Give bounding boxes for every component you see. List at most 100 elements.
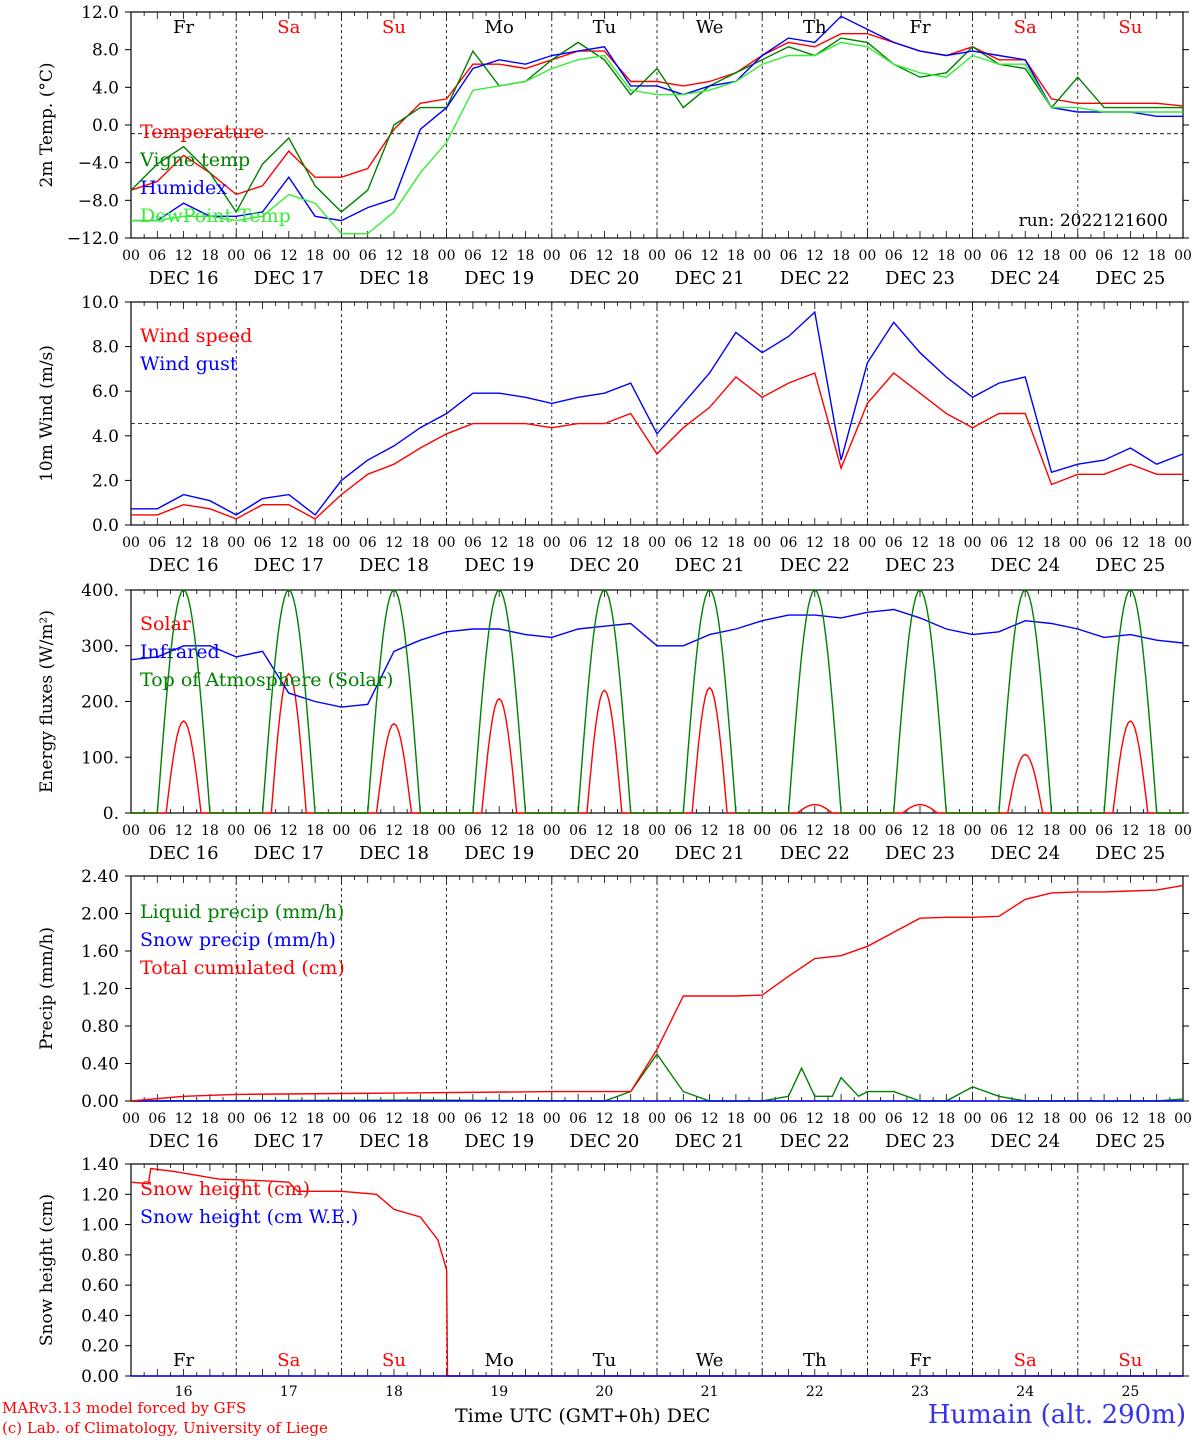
x-date-label: DEC 19 <box>464 555 534 576</box>
x-hour-label: 06 <box>359 535 377 551</box>
weekday-label: Su <box>1118 1350 1142 1371</box>
x-date-label: DEC 22 <box>780 555 850 576</box>
x-hour-label: 12 <box>595 823 613 839</box>
x-hour-label: 00 <box>1174 1111 1192 1127</box>
x-hour-label: 06 <box>780 535 798 551</box>
x-hour-label: 00 <box>648 248 666 264</box>
x-date-label: DEC 19 <box>464 268 534 289</box>
weekday-label: Fr <box>173 1350 194 1371</box>
x-hour-label: 00 <box>648 1111 666 1127</box>
series-line-wind-speed <box>131 372 1183 520</box>
x-date-label: DEC 22 <box>780 843 850 864</box>
x-hour-label: 00 <box>648 823 666 839</box>
y-axis-label: Energy fluxes (W/m²) <box>37 610 57 793</box>
x-hour-label: 00 <box>227 535 245 551</box>
legend-entry: Temperature <box>140 121 264 143</box>
series-line-humidex <box>131 15 1183 222</box>
x-hour-label: 12 <box>806 823 824 839</box>
x-day-label: 18 <box>385 1384 403 1400</box>
x-hour-label: 00 <box>1174 535 1192 551</box>
x-hour-label: 12 <box>175 823 193 839</box>
x-date-label: DEC 22 <box>780 268 850 289</box>
x-hour-label: 06 <box>1095 535 1113 551</box>
x-hour-label: 18 <box>622 535 640 551</box>
x-date-label: DEC 18 <box>359 268 429 289</box>
x-hour-label: 18 <box>1043 535 1061 551</box>
weekday-label: We <box>696 17 724 38</box>
y-tick-label: 0.00 <box>81 1367 119 1387</box>
x-hour-label: 00 <box>332 248 350 264</box>
series-line-top-of-atmosphere-solar- <box>131 589 1183 814</box>
y-tick-label: 200. <box>81 693 119 713</box>
x-hour-label: 18 <box>832 248 850 264</box>
x-hour-label: 18 <box>411 823 429 839</box>
y-tick-label: 8.0 <box>92 338 119 358</box>
x-hour-label: 12 <box>1016 823 1034 839</box>
x-date-label: DEC 16 <box>149 268 219 289</box>
x-date-label: DEC 21 <box>675 843 745 864</box>
x-hour-label: 12 <box>1121 823 1139 839</box>
x-date-label: DEC 17 <box>254 555 324 576</box>
y-tick-label: 2.00 <box>81 905 119 925</box>
x-hour-label: 18 <box>306 535 324 551</box>
x-hour-label: 00 <box>122 823 140 839</box>
x-hour-label: 18 <box>1148 535 1166 551</box>
y-tick-label: 0.80 <box>81 1017 119 1037</box>
x-hour-label: 06 <box>1095 823 1113 839</box>
y-tick-label: 2.40 <box>81 867 119 887</box>
x-hour-label: 06 <box>885 535 903 551</box>
y-tick-label: 0.80 <box>81 1246 119 1266</box>
x-hour-label: 06 <box>1095 248 1113 264</box>
x-hour-label: 12 <box>806 1111 824 1127</box>
x-hour-label: 00 <box>753 535 771 551</box>
x-hour-label: 18 <box>937 1111 955 1127</box>
x-hour-label: 00 <box>543 1111 561 1127</box>
x-hour-label: 06 <box>885 248 903 264</box>
x-hour-label: 06 <box>148 535 166 551</box>
x-hour-label: 12 <box>280 535 298 551</box>
x-hour-label: 18 <box>517 1111 535 1127</box>
run-annotation: run: 2022121600 <box>1019 211 1168 231</box>
x-hour-label: 18 <box>517 823 535 839</box>
x-hour-label: 00 <box>964 1111 982 1127</box>
x-hour-label: 18 <box>306 248 324 264</box>
y-tick-label: 0.20 <box>81 1337 119 1357</box>
x-hour-label: 00 <box>1069 1111 1087 1127</box>
x-hour-label: 12 <box>911 535 929 551</box>
y-tick-label: 100. <box>81 748 119 768</box>
x-hour-label: 00 <box>122 248 140 264</box>
x-hour-label: 18 <box>306 823 324 839</box>
x-hour-label: 12 <box>385 248 403 264</box>
x-hour-label: 12 <box>175 1111 193 1127</box>
plot-frame <box>130 589 1184 814</box>
weekday-label: Th <box>803 1350 827 1371</box>
x-date-label: DEC 17 <box>254 843 324 864</box>
y-tick-label: 0.40 <box>81 1055 119 1075</box>
x-hour-label: 18 <box>832 1111 850 1127</box>
x-hour-label: 00 <box>122 1111 140 1127</box>
x-hour-label: 18 <box>517 535 535 551</box>
x-hour-label: 00 <box>227 823 245 839</box>
x-hour-label: 12 <box>490 823 508 839</box>
x-hour-label: 12 <box>911 823 929 839</box>
y-tick-label: 400. <box>81 581 119 601</box>
x-date-label: DEC 17 <box>254 1131 324 1152</box>
x-hour-label: 00 <box>438 823 456 839</box>
y-tick-label: 0.40 <box>81 1306 119 1326</box>
x-hour-label: 18 <box>411 535 429 551</box>
series-line-dewpoint-temp <box>131 41 1183 235</box>
station-name: Humain (alt. 290m) <box>927 1400 1186 1430</box>
x-date-label: DEC 24 <box>990 1131 1060 1152</box>
x-hour-label: 06 <box>464 248 482 264</box>
x-day-label: 23 <box>911 1384 929 1400</box>
x-hour-label: 06 <box>359 1111 377 1127</box>
x-hour-label: 18 <box>727 535 745 551</box>
x-hour-label: 12 <box>701 823 719 839</box>
x-hour-label: 00 <box>332 823 350 839</box>
x-hour-label: 18 <box>622 1111 640 1127</box>
x-hour-label: 12 <box>595 1111 613 1127</box>
x-date-label: DEC 21 <box>675 555 745 576</box>
x-hour-label: 00 <box>543 248 561 264</box>
x-date-label: DEC 25 <box>1095 843 1165 864</box>
legend-entry: Humidex <box>140 177 227 199</box>
